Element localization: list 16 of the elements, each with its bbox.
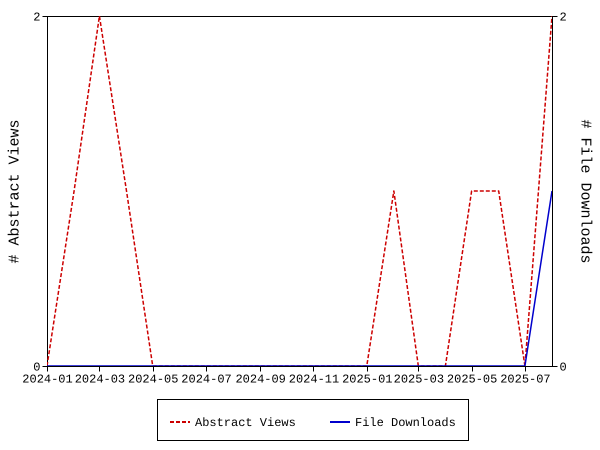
y2-tick-label: 2 xyxy=(560,10,567,24)
x-tick-label: 2025-03 xyxy=(394,372,444,386)
x-tick-label: 2024-01 xyxy=(22,372,73,386)
y2-tick-label: 0 xyxy=(560,360,567,374)
y2-axis-title: # File Downloads xyxy=(576,119,594,264)
legend-label: File Downloads xyxy=(355,416,456,430)
x-tick-label: 2024-09 xyxy=(235,372,286,386)
x-tick-label: 2024-11 xyxy=(288,372,340,386)
x-tick-label: 2024-07 xyxy=(181,372,232,386)
y-axis-title: # Abstract Views xyxy=(6,119,24,264)
legend-label: Abstract Views xyxy=(195,416,296,430)
x-tick-label: 2025-01 xyxy=(342,372,392,386)
x-tick-label: 2024-03 xyxy=(74,372,126,386)
x-tick-label: 2024-05 xyxy=(128,372,178,386)
x-tick-label: 2025-07 xyxy=(500,372,551,386)
x-tick-label: 2025-05 xyxy=(446,372,498,386)
